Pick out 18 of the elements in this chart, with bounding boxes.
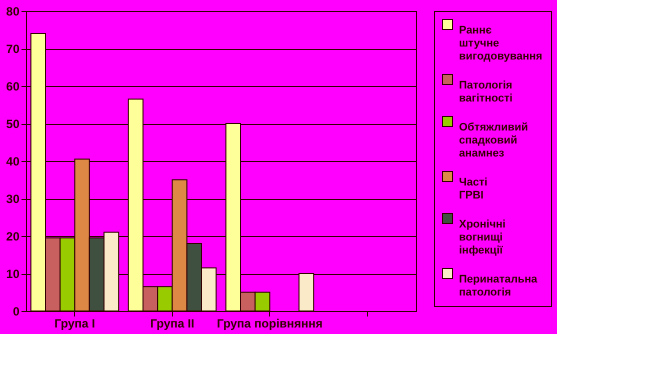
y-tick-label: 70 [6,42,20,56]
legend-label: Патологія вагітності [459,80,513,104]
legend-label: Часті ГРВІ [459,176,488,202]
y-tick-label: 50 [6,117,20,131]
y-tick-label: 40 [6,154,20,168]
y-tick-label: 20 [6,230,20,244]
y-tick-label: 10 [6,267,20,281]
legend-label: Хронічні вогнищі інфекції [459,218,506,256]
legend-label: Обтяжливий спадковий анамнез [459,122,528,160]
y-tick-label: 80 [6,4,20,18]
x-tick-label: Група I [54,316,96,330]
y-tick-label: 60 [6,80,20,94]
legend-label: Раннє штучне вигодовування [459,24,542,62]
y-tick-label: 0 [12,304,20,318]
x-tick-label: Група порівняння [216,316,323,330]
legend-label: Перинатальна патологія [459,274,538,298]
x-tick-label: Група II [150,316,194,330]
y-tick-label: 30 [6,192,20,206]
